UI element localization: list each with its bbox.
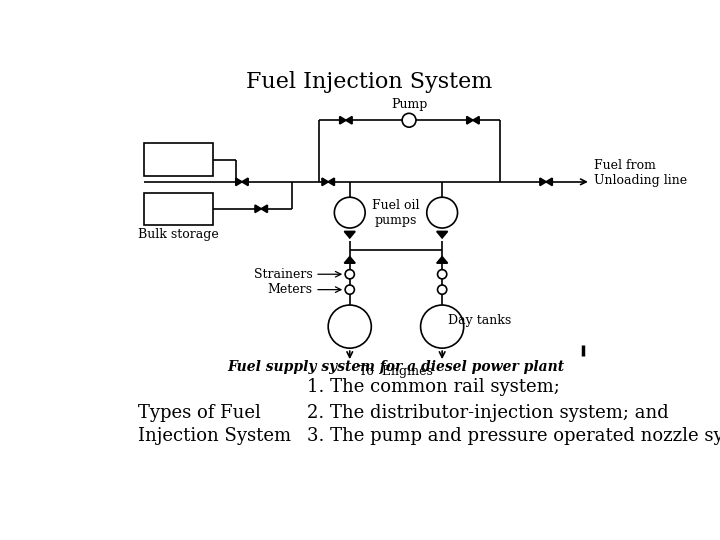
Text: Fuel from
Unloading line: Fuel from Unloading line	[594, 159, 687, 187]
Text: 3. The pump and pressure operated nozzle systems.: 3. The pump and pressure operated nozzle…	[307, 427, 720, 445]
Polygon shape	[340, 117, 346, 124]
Text: Injection System: Injection System	[138, 427, 291, 445]
Circle shape	[328, 305, 372, 348]
Text: Fuel oil
pumps: Fuel oil pumps	[372, 199, 420, 227]
Polygon shape	[322, 178, 328, 186]
Circle shape	[345, 285, 354, 294]
Bar	[144, 143, 213, 176]
Circle shape	[427, 197, 457, 228]
Text: 1. The common rail system;: 1. The common rail system;	[307, 377, 560, 396]
Polygon shape	[473, 117, 479, 124]
Text: Meters: Meters	[268, 283, 312, 296]
Circle shape	[334, 197, 365, 228]
Text: Day tanks: Day tanks	[449, 314, 511, 327]
Polygon shape	[467, 117, 473, 124]
Circle shape	[402, 113, 416, 127]
Text: To  Engines: To Engines	[359, 365, 433, 378]
Polygon shape	[344, 256, 355, 263]
Circle shape	[438, 269, 447, 279]
Polygon shape	[261, 205, 267, 212]
Polygon shape	[255, 205, 261, 212]
Polygon shape	[346, 117, 352, 124]
Polygon shape	[546, 178, 552, 186]
Text: Bulk storage: Bulk storage	[138, 228, 219, 241]
Text: Strainers: Strainers	[254, 268, 312, 281]
Polygon shape	[437, 232, 448, 238]
Polygon shape	[235, 178, 242, 186]
Text: Types of Fuel: Types of Fuel	[138, 404, 261, 422]
Bar	[144, 193, 213, 225]
Text: Fuel Injection System: Fuel Injection System	[246, 71, 492, 93]
Polygon shape	[344, 232, 355, 238]
Circle shape	[420, 305, 464, 348]
Circle shape	[345, 269, 354, 279]
Polygon shape	[540, 178, 546, 186]
Circle shape	[438, 285, 447, 294]
Polygon shape	[328, 178, 334, 186]
Text: Pump: Pump	[391, 98, 427, 111]
Polygon shape	[437, 256, 448, 263]
Text: 2. The distributor-injection system; and: 2. The distributor-injection system; and	[307, 404, 669, 422]
Text: Fuel supply system for a diesel power plant: Fuel supply system for a diesel power pl…	[228, 360, 564, 374]
Polygon shape	[242, 178, 248, 186]
